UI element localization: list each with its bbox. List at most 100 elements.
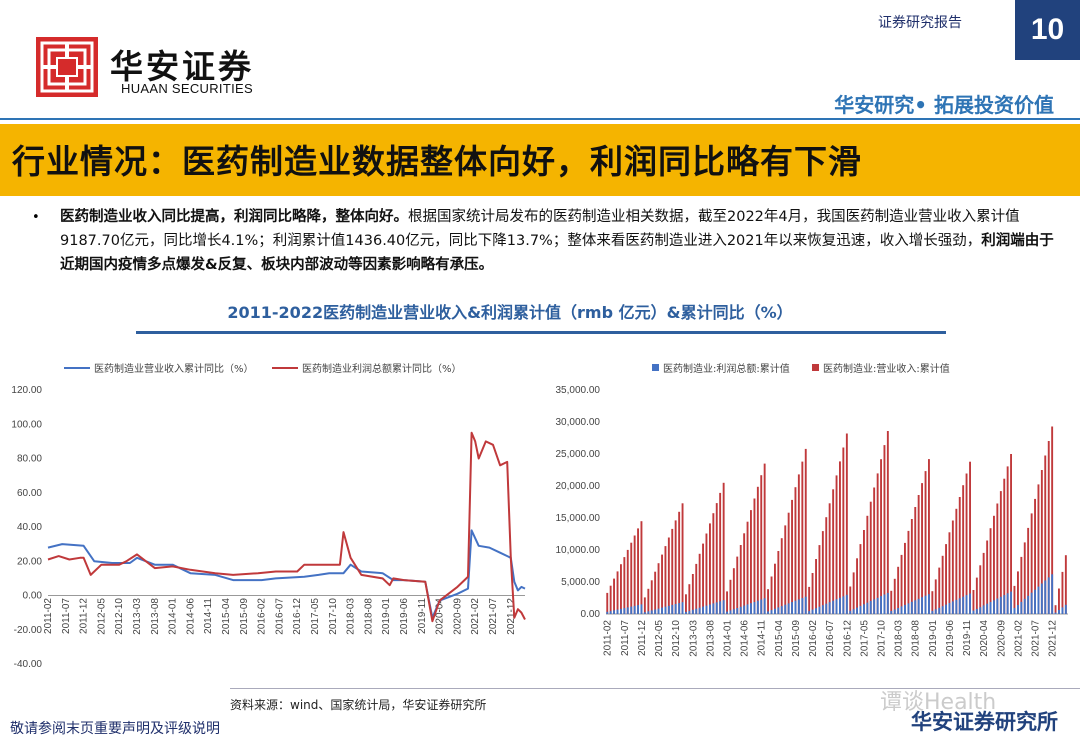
revenue-bar [623, 557, 626, 614]
x-tick-label: 2019-01 [381, 598, 392, 635]
x-tick-label: 2019-11 [417, 598, 428, 634]
profit-bar [969, 593, 971, 614]
profit-bar [866, 602, 869, 614]
x-tick-label: 2013-03 [688, 620, 699, 657]
profit-bar [917, 598, 920, 614]
x-tick-label: 2020-09 [452, 598, 463, 635]
revenue-bar [828, 503, 831, 614]
revenue-bar [695, 563, 698, 614]
x-tick-label: 2019-06 [945, 620, 956, 657]
legend-profit-yoy: 医药制造业利润总额累计同比（%） [272, 360, 462, 375]
revenue-bar [712, 513, 715, 614]
revenue-bar [1058, 588, 1060, 614]
cumulative-bar-chart: 35,000.00 30,000.00 25,000.00 20,000.00 15,0… [556, 385, 1068, 657]
profit-bar [945, 604, 947, 614]
revenue-bar [934, 579, 937, 614]
x-tick-label: 2018-03 [346, 598, 357, 635]
revenue-bar [702, 543, 704, 614]
y-tick-label: -40.00 [14, 659, 43, 670]
revenue-bar [1054, 605, 1057, 614]
legend-swatch-red [812, 364, 819, 371]
bullet-lead: 医药制造业收入同比提高，利润同比略降，整体向好。 [60, 209, 408, 225]
profit-bar [904, 604, 906, 614]
footer-divider [230, 688, 1080, 689]
y-tick-label: 20.00 [17, 556, 42, 567]
profit-bar [777, 607, 780, 614]
revenue-bar [856, 558, 858, 614]
profit-bar [982, 605, 985, 614]
profit-bar [1051, 574, 1054, 614]
revenue-bar [842, 447, 845, 614]
revenue-bar [876, 473, 879, 614]
revenue-bar [941, 555, 944, 614]
huaan-logo [35, 36, 99, 98]
profit-bar [1027, 595, 1030, 614]
x-tick-label: 2015-09 [791, 620, 802, 657]
series-line [47, 431, 526, 623]
revenue-bar [835, 475, 838, 614]
profit-bar [705, 605, 708, 614]
profit-bar [695, 608, 698, 614]
profit-bar [880, 596, 882, 614]
revenue-bar [613, 578, 615, 614]
profit-bar [965, 595, 968, 614]
x-tick-label: 2012-10 [114, 598, 125, 635]
profit-bar [852, 609, 855, 614]
profit-bar [784, 604, 787, 614]
profit-bar [678, 603, 681, 614]
legend-label: 医药制造业利润总额累计同比（%） [302, 364, 462, 375]
profit-bar [1023, 598, 1026, 614]
legend-revenue-yoy: 医药制造业营业收入累计同比（%） [64, 360, 254, 375]
bullet-conclusion: 利润端由于近期国内疫情多点爆发&反复、板块内部波动等因素影响略有承压。 [60, 233, 1054, 273]
revenue-bar [999, 491, 1002, 614]
revenue-bar [650, 580, 653, 614]
profit-bar [609, 611, 612, 614]
profit-bar [760, 599, 763, 614]
revenue-bar [972, 590, 975, 614]
profit-bar [791, 602, 793, 614]
y-tick-label: 35,000.00 [556, 385, 601, 396]
x-tick-label: 2020-04 [435, 598, 446, 635]
profit-bar [938, 607, 941, 614]
revenue-bar [910, 519, 913, 614]
profit-bar [962, 596, 965, 614]
revenue-bar [770, 576, 773, 614]
x-tick-label: 2011-02 [43, 598, 54, 634]
revenue-bar [897, 566, 900, 614]
profit-bar [1006, 593, 1009, 614]
profit-bar [774, 608, 776, 614]
profit-bar [951, 601, 954, 614]
revenue-bar [671, 528, 674, 614]
revenue-bar [948, 532, 951, 614]
profit-bar [934, 609, 937, 614]
revenue-bar [774, 563, 776, 614]
profit-bar [972, 610, 975, 614]
x-tick-label: 2017-10 [328, 598, 339, 635]
profit-bar [756, 600, 759, 614]
revenue-bar [1064, 555, 1067, 614]
profit-bar [886, 592, 889, 614]
x-tick-label: 2013-08 [150, 598, 161, 635]
revenue-bar [1023, 542, 1026, 614]
profit-bar [613, 610, 615, 614]
profit-bar [832, 600, 835, 614]
revenue-bar [969, 461, 971, 614]
disclaimer-link[interactable]: 敬请参阅末页重要声明及评级说明 [10, 721, 220, 737]
revenue-bar [945, 544, 947, 614]
revenue-bar [975, 577, 978, 614]
x-tick-label: 2020-04 [979, 620, 990, 657]
brand-name-cn: 华安证券 [110, 47, 254, 86]
profit-bar [804, 596, 807, 614]
revenue-bar [657, 563, 660, 614]
x-tick-label: 2017-05 [310, 598, 321, 635]
profit-bar [750, 603, 752, 614]
revenue-bar [815, 559, 817, 614]
x-tick-label: 2016-02 [257, 598, 268, 635]
profit-bar [910, 601, 913, 614]
profit-bar [845, 594, 848, 614]
revenue-bar [852, 572, 855, 614]
yoy-line-chart: 120.00 100.00 80.00 60.00 40.00 20.00 0.00 -20.… [11, 385, 526, 670]
revenue-bar [907, 530, 910, 614]
profit-bar [698, 607, 701, 614]
profit-bar [818, 606, 821, 614]
